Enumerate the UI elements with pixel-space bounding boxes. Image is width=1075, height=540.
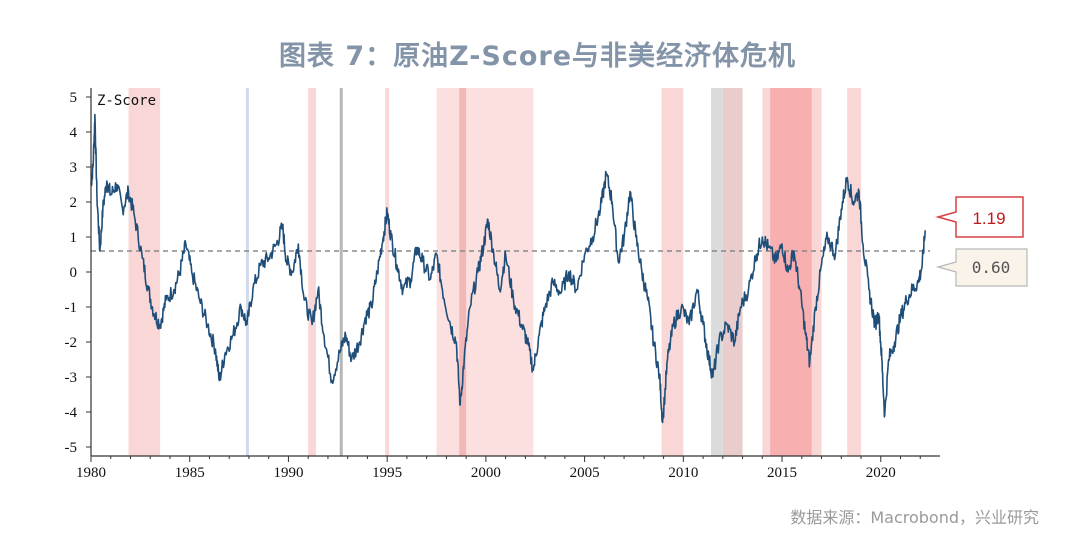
shaded-period-4 [339,88,343,456]
x-tick-label: 1995 [372,465,402,481]
series-line [90,113,926,424]
latest-value-callout-box [935,196,1024,238]
shaded-period-3 [308,88,317,456]
y-axis-ticks: 5 4 3 2 1 0 -1 -2 -3 -4 -5 [65,90,91,456]
x-tick-label: 1990 [273,465,303,481]
y-tick-label: 2 [70,195,78,211]
legend: Z-Score [97,93,156,109]
callouts: 1.19 0.60 [935,196,1028,287]
y-tick-label: -2 [65,335,78,351]
z-score-series-path [90,113,926,424]
y-tick-label: 0 [70,265,78,281]
x-tick-label: 2010 [668,465,698,481]
x-tick-label: 2020 [866,465,896,481]
x-tick-label: 2005 [570,465,600,481]
shaded-period-5 [385,88,390,456]
series-legend-label: Z-Score [97,93,156,109]
y-tick-label: 4 [70,125,78,141]
reference-value-callout-box [935,248,1028,287]
y-tick-label: -4 [65,405,78,421]
y-tick-label: 5 [70,90,78,106]
y-tick-label: -1 [65,300,78,316]
shaded-period-2 [245,88,249,456]
latest-value-label: 1.19 [972,209,1005,228]
y-tick-label: -5 [65,440,78,456]
y-tick-label: -3 [65,370,78,386]
shaded-periods [128,88,862,456]
shaded-period-9 [710,88,723,456]
x-tick-label: 2000 [471,465,501,481]
reference-value-label: 0.60 [972,258,1011,277]
shaded-period-7 [459,88,467,456]
y-tick-label: 1 [70,230,78,246]
x-tick-label: 1985 [175,465,205,481]
source-note: 数据来源：Macrobond，兴业研究 [790,508,1039,527]
x-tick-label: 2015 [767,465,797,481]
chart-title: 图表 7：原油Z-Score与非美经济体危机 [278,41,797,72]
shaded-period-12 [770,88,812,456]
x-tick-label: 1980 [76,465,106,481]
shaded-period-13 [847,88,862,456]
y-tick-label: 3 [70,160,78,176]
shaded-period-6 [436,88,534,456]
shaded-period-10 [722,88,743,456]
x-axis-ticks: 1980 1985 1990 1995 2000 2005 2010 2015 2020 [76,456,921,481]
